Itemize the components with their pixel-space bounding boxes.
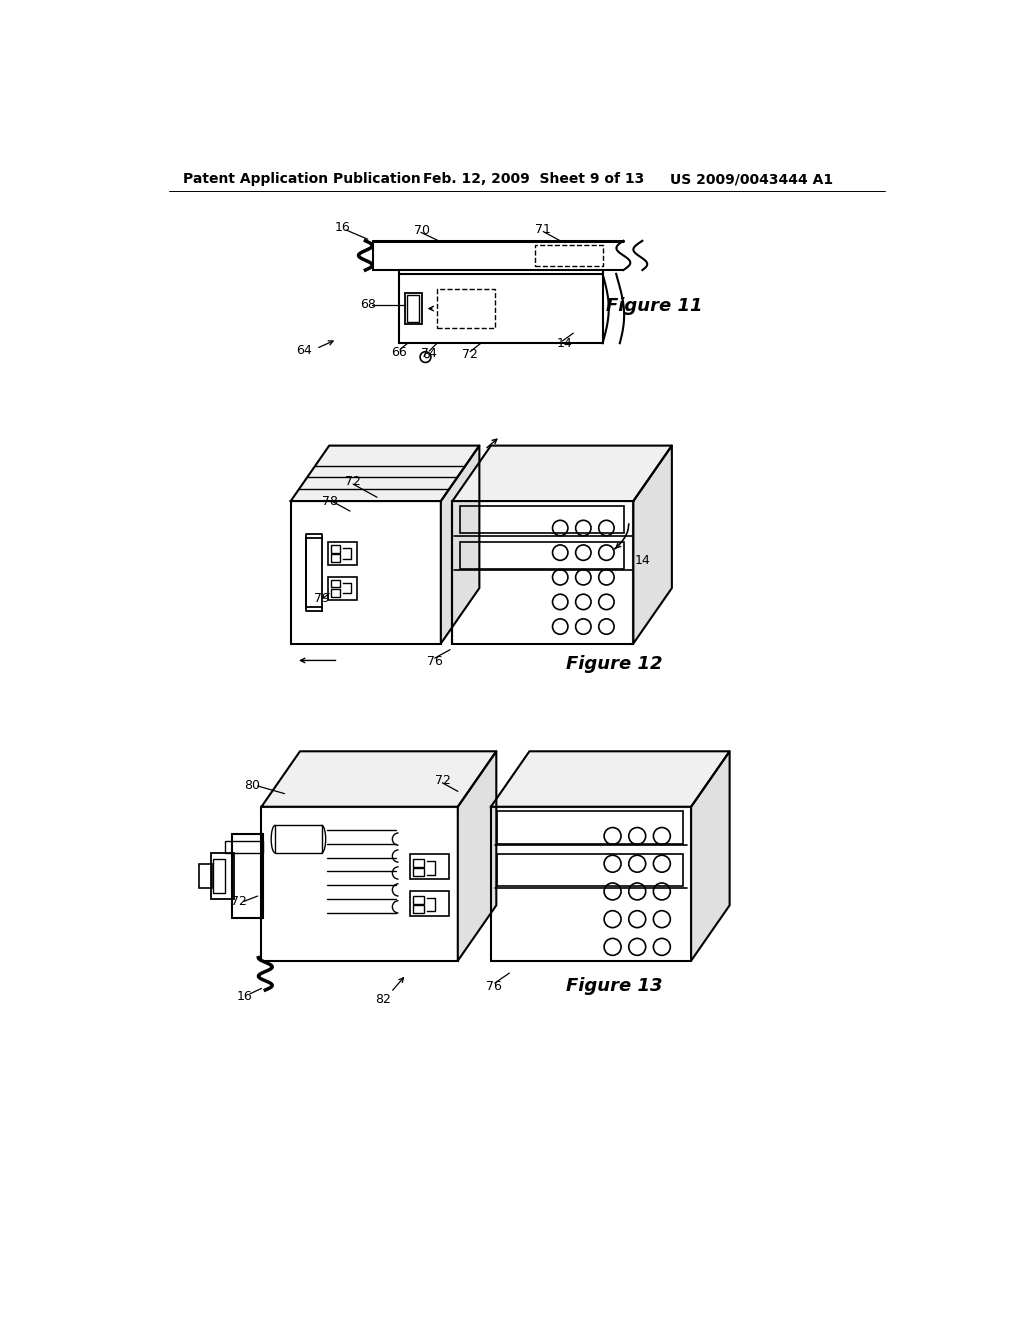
Text: 74: 74 (421, 347, 436, 360)
Bar (211, 853, 233, 899)
Polygon shape (490, 751, 730, 807)
Bar (497, 854, 683, 886)
Bar (328, 541, 357, 565)
Text: 79: 79 (313, 593, 330, 606)
Text: 80: 80 (245, 779, 260, 792)
Polygon shape (634, 446, 672, 644)
Bar (224, 841, 263, 853)
Bar (232, 834, 263, 919)
Bar (413, 869, 424, 876)
Text: 72: 72 (435, 774, 451, 787)
Text: Feb. 12, 2009  Sheet 9 of 13: Feb. 12, 2009 Sheet 9 of 13 (423, 172, 644, 186)
Bar (261, 807, 458, 961)
Text: US 2009/0043444 A1: US 2009/0043444 A1 (670, 172, 833, 186)
Polygon shape (291, 446, 479, 502)
Bar (213, 859, 225, 892)
Bar (398, 275, 602, 343)
Text: 72: 72 (345, 475, 360, 488)
Text: 72: 72 (230, 895, 247, 908)
Text: 16: 16 (237, 990, 253, 1003)
Bar (437, 289, 495, 327)
Text: 64: 64 (296, 345, 312, 358)
Polygon shape (441, 446, 479, 644)
Text: 71: 71 (535, 223, 551, 236)
Bar (404, 293, 422, 323)
Text: 76: 76 (486, 979, 502, 993)
Text: 68: 68 (360, 298, 376, 312)
Bar (453, 502, 634, 644)
Bar (413, 896, 424, 904)
Bar (490, 807, 691, 961)
Text: Figure 11: Figure 11 (606, 297, 702, 315)
Text: 14: 14 (635, 554, 650, 566)
Polygon shape (458, 751, 497, 961)
Text: 82: 82 (376, 993, 391, 1006)
Text: 76: 76 (427, 655, 443, 668)
Bar (331, 554, 340, 562)
Bar (331, 589, 340, 597)
Bar (413, 906, 424, 913)
Bar (199, 865, 212, 887)
Text: 72: 72 (462, 348, 477, 362)
Polygon shape (691, 751, 730, 961)
Text: 66: 66 (391, 346, 407, 359)
Bar (410, 854, 449, 879)
Bar (460, 543, 625, 569)
Polygon shape (453, 446, 672, 502)
Bar (331, 579, 340, 587)
Bar (328, 577, 357, 599)
Bar (291, 502, 441, 644)
Text: 78: 78 (322, 495, 338, 508)
Bar (497, 812, 683, 843)
Bar (407, 296, 419, 322)
Bar (410, 891, 449, 916)
Text: Figure 12: Figure 12 (565, 655, 663, 672)
Bar (535, 244, 602, 267)
Bar (275, 825, 322, 853)
Text: 70: 70 (414, 223, 430, 236)
Text: Figure 13: Figure 13 (565, 977, 663, 995)
Text: 14: 14 (556, 337, 572, 350)
Text: Patent Application Publication: Patent Application Publication (183, 172, 421, 186)
Polygon shape (261, 751, 497, 807)
Bar (331, 545, 340, 553)
Text: 16: 16 (335, 222, 350, 234)
Bar (413, 859, 424, 867)
Bar (460, 507, 625, 533)
